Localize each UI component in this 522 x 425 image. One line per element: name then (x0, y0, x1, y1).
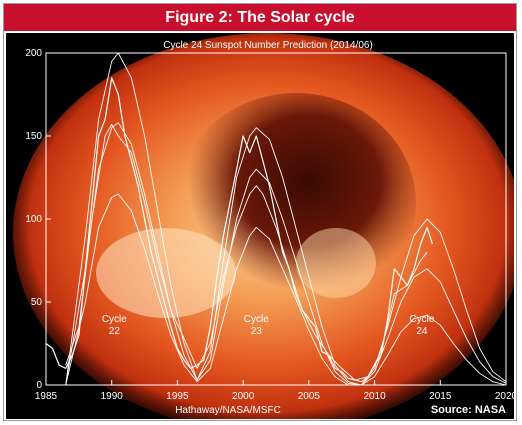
sun-background (13, 33, 514, 419)
x-tick-label: 2005 (298, 391, 321, 402)
solar-cycle-chart: Cycle 24 Sunspot Number Prediction (2014… (13, 33, 514, 419)
series-line-2 (65, 52, 507, 386)
y-tick-label: 0 (36, 380, 42, 391)
chart-panel: Cycle 24 Sunspot Number Prediction (2014… (6, 33, 514, 419)
y-tick-label: 150 (25, 131, 42, 142)
y-tick-label: 200 (25, 48, 42, 59)
x-tick-label: 2000 (232, 391, 255, 402)
cycle-annotations: Cycle 22 Cycle 23 Cycle 24 (102, 314, 435, 337)
x-tick-label: 1995 (166, 391, 189, 402)
series-lines (45, 52, 507, 386)
y-tick-label: 50 (31, 297, 43, 308)
series-line-3 (65, 122, 507, 386)
x-tick-label: 1990 (101, 391, 124, 402)
cycle-label: Cycle 24 (409, 314, 434, 337)
x-tick-label: 2015 (429, 391, 452, 402)
credit-label: Hathaway/NASA/MSFC (175, 405, 281, 416)
x-tick-label: 2010 (363, 391, 386, 402)
cycle-label: Cycle 22 (102, 314, 127, 337)
bright-region-right (296, 228, 376, 298)
x-tick-label: 1985 (35, 391, 58, 402)
figure-title: Figure 2: The Solar cycle (4, 4, 516, 31)
y-tick-label: 100 (25, 214, 42, 225)
series-line-4 (65, 193, 507, 386)
source-label: Source: NASA (431, 404, 506, 416)
chart-title: Cycle 24 Sunspot Number Prediction (2014… (163, 40, 373, 51)
cycle-label: Cycle 23 (244, 314, 269, 337)
bright-region-left (96, 228, 236, 318)
figure-frame: Figure 2: The Solar cycle (3, 3, 517, 421)
